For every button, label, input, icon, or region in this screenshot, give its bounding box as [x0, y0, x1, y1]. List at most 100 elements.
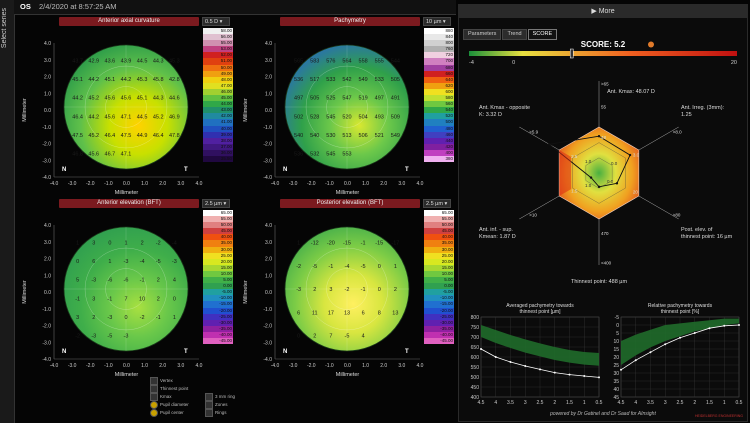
- map-title[interactable]: Anterior elevation (BFT): [59, 199, 199, 208]
- legend-entry: 65.00: [203, 210, 233, 217]
- legend-entry: -30.00: [424, 319, 454, 326]
- step-dropdown[interactable]: 2.5 µm ▾: [423, 199, 451, 208]
- map-value: -2: [296, 264, 301, 270]
- ring3-option[interactable]: 3 mm ring: [205, 393, 235, 401]
- map-value: -1: [328, 264, 333, 270]
- score-svg: SCORE: 5.2-4 0 20>655548>8.03.0>8020<40047…: [469, 40, 743, 418]
- map-value: 2: [141, 241, 144, 247]
- map-value: 1: [108, 259, 111, 265]
- legend-entry: 20.00: [424, 258, 454, 265]
- tab-score[interactable]: SCORE: [527, 29, 558, 40]
- map-value: 11: [312, 310, 318, 316]
- y-tick-label: -1.0: [42, 125, 51, 131]
- map-value: 44.3: [153, 59, 164, 65]
- map-title[interactable]: Posterior elevation (BFT): [280, 199, 420, 208]
- temporal-label: T: [184, 349, 188, 355]
- legend-entry: 42.00: [203, 113, 233, 120]
- x-tick-label: -4.0: [271, 363, 280, 369]
- legend-entry: 43.00: [203, 107, 233, 114]
- map-value: 525: [326, 96, 335, 102]
- legend-entry: 45.00: [203, 95, 233, 102]
- map-value: 10: [139, 296, 145, 302]
- y-tick-label: 4.0: [44, 41, 51, 47]
- more-button[interactable]: ▶ More: [459, 5, 747, 18]
- map-title[interactable]: Pachymetry: [280, 17, 420, 26]
- sidebar[interactable]: Select series: [0, 0, 15, 423]
- legend-entry: 51.00: [203, 58, 233, 65]
- x-tick-label: -3.0: [289, 363, 298, 369]
- y-tick-label: -5: [615, 315, 620, 321]
- x-tick-label: 2.5: [677, 400, 684, 406]
- legend-entry: 46.00: [203, 88, 233, 96]
- map-value: 555: [375, 59, 384, 65]
- score-dot: [648, 41, 654, 48]
- y-tick-label: 10: [613, 339, 619, 345]
- map-value: 46.4: [72, 114, 83, 120]
- series-point: [494, 356, 497, 358]
- score-marker: [569, 48, 574, 59]
- map-value: 45.6: [121, 96, 132, 102]
- legend-entry: -40.00: [203, 331, 233, 338]
- map-value: 493: [375, 114, 384, 120]
- map-value: -3: [124, 334, 129, 340]
- legend-entry: 52.00: [203, 52, 233, 59]
- map-title[interactable]: Anterior axial curvature: [59, 17, 199, 26]
- y-tick-label: 450: [471, 385, 480, 391]
- pupil-diameter-option[interactable]: Pupil diameter: [150, 401, 189, 409]
- thinnest-option[interactable]: Thinnest point: [150, 385, 188, 393]
- legend-entry: 49.00: [203, 70, 233, 77]
- y-axis-label: Millimeter: [22, 280, 28, 304]
- radar-point: [589, 176, 593, 179]
- radar-label-opposite: Ant. Kmax - opposite: [479, 105, 530, 111]
- pupil-center-option[interactable]: Pupil center: [150, 409, 184, 417]
- map-value: 45.2: [88, 96, 99, 102]
- map-value: 576: [326, 59, 335, 65]
- rings-option[interactable]: Rings: [205, 409, 227, 417]
- map-value: 47.5: [72, 133, 83, 139]
- map-value: -3: [91, 278, 96, 284]
- map-circle: [63, 44, 189, 170]
- map-value: -1: [156, 315, 161, 321]
- map-value: -1: [75, 296, 80, 302]
- legend-entry: 36.00: [203, 149, 233, 156]
- y-tick-label: 15: [613, 347, 619, 353]
- tab-trend[interactable]: Trend: [502, 29, 527, 40]
- x-tick-label: 1.5: [706, 400, 713, 406]
- series-point: [509, 361, 512, 363]
- tab-parameters[interactable]: Parameters: [463, 29, 502, 40]
- y-tick-label: 2.0: [44, 257, 51, 263]
- y-tick-label: 650: [471, 345, 480, 351]
- map-value: 44.2: [88, 77, 99, 83]
- y-tick-label: 0.0: [44, 108, 51, 114]
- map-panel-2: Pachymetry 10 µm ▾ -4.0 -3.0 -2.0 -1.0 0.0 1.0 2…: [235, 15, 455, 195]
- y-tick-label: 2.0: [265, 75, 272, 81]
- y-tick-label: -4.0: [42, 357, 51, 363]
- score-scale-label: 0: [512, 60, 515, 66]
- map-value: 1: [394, 264, 397, 270]
- legend-entry: 540: [424, 107, 454, 114]
- step-dropdown[interactable]: 2.5 µm ▾: [202, 199, 230, 208]
- select-series-label[interactable]: Select series: [1, 8, 8, 49]
- radar-label-kmax: Ant. Kmax: 48.07 D: [607, 89, 655, 95]
- x-tick-label: 4.5: [618, 400, 625, 406]
- temporal-label: T: [405, 167, 409, 173]
- x-tick-label: -2.0: [307, 181, 316, 187]
- radar-label-opposite: K: 3.32 D: [479, 112, 502, 118]
- map-value: 45.8: [153, 77, 164, 83]
- map-value: 1: [173, 315, 176, 321]
- map-value: -5: [361, 264, 366, 270]
- map-value: 0: [173, 296, 176, 302]
- x-tick-label: -2.0: [86, 363, 95, 369]
- step-dropdown[interactable]: 0.5 D ▾: [202, 17, 230, 26]
- map-value: 549: [391, 133, 400, 139]
- step-dropdown[interactable]: 10 µm ▾: [423, 17, 451, 26]
- y-tick-label: 0.0: [265, 290, 272, 296]
- legend-entry: 39.00: [203, 131, 233, 138]
- y-tick-label: 600: [471, 355, 480, 361]
- kmax-option[interactable]: Kmax: [150, 393, 172, 401]
- x-axis-label: Millimeter: [336, 190, 360, 195]
- x-tick-label: 4.0: [196, 363, 203, 369]
- zones-option[interactable]: Zones: [205, 401, 228, 409]
- vertex-option[interactable]: Vertex: [150, 377, 173, 385]
- x-tick-label: 3: [664, 400, 667, 406]
